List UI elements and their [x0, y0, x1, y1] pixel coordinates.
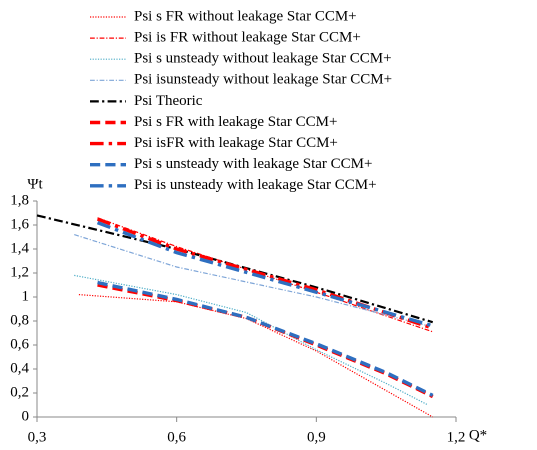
series-line	[97, 280, 434, 397]
x-tick-label: 0,6	[167, 429, 186, 445]
x-axis-label: Q*	[469, 427, 487, 443]
y-tick-label: 0,2	[10, 384, 29, 400]
legend-label: Psi isunsteady without leakage Star CCM+	[134, 72, 392, 88]
legend-label: Psi Theoric	[134, 93, 203, 109]
y-tick-label: 0	[22, 408, 30, 424]
series-line	[97, 283, 434, 399]
x-tick-label: 1,2	[447, 429, 466, 445]
legend-label: Psi is FR without leakage Star CCM+	[134, 30, 361, 46]
y-tick-label: 1,8	[10, 192, 29, 208]
y-tick-label: 0,6	[10, 336, 29, 352]
series-line	[74, 274, 429, 406]
y-tick-label: 0,8	[10, 312, 29, 328]
y-tick-label: 0,4	[10, 360, 29, 376]
series-line	[78, 294, 434, 418]
y-tick-label: 1,6	[10, 216, 29, 232]
x-tick-label: 0,9	[307, 429, 326, 445]
series-line	[96, 217, 434, 330]
y-tick-label: 1,4	[10, 240, 29, 256]
legend-label: Psi isFR with leakage Star CCM+	[134, 135, 338, 151]
legend-label: Psi s FR without leakage Star CCM+	[134, 8, 357, 24]
series-line	[96, 221, 434, 328]
legend-label: Psi s unsteady without leakage Star CCM+	[134, 51, 392, 67]
y-tick-label: 1	[22, 288, 30, 304]
legend-label: Psi is unsteady with leakage Star CCM+	[134, 177, 377, 193]
y-tick-label: 1,2	[10, 264, 29, 280]
legend-label: Psi s FR with leakage Star CCM+	[134, 114, 337, 130]
legend-label: Psi s unsteady with leakage Star CCM+	[134, 156, 372, 172]
x-tick-label: 0,3	[28, 429, 47, 445]
series-line	[74, 234, 429, 327]
y-axis-label: Ψt	[27, 176, 43, 192]
